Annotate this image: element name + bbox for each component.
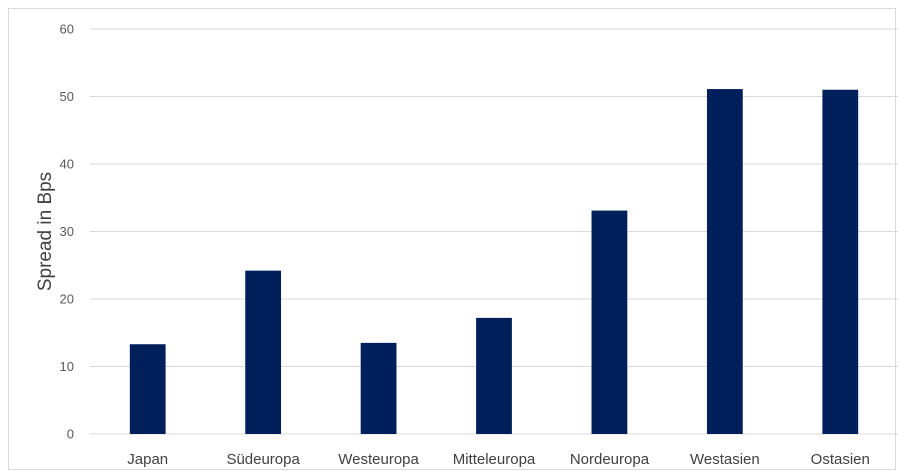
x-category-label: Westasien	[690, 451, 760, 468]
y-tick-label: 0	[67, 427, 74, 442]
bar-westeuropa	[360, 342, 397, 434]
bar-südeuropa	[245, 270, 282, 434]
bar-nordeuropa	[591, 210, 628, 434]
bars	[129, 89, 859, 434]
bar-mitteleuropa	[476, 317, 512, 434]
y-tick-label: 30	[60, 224, 74, 239]
y-tick-label: 60	[60, 22, 74, 37]
y-tick-label: 10	[60, 359, 74, 374]
x-category-label: Westeuropa	[338, 451, 419, 468]
x-axis-labels: Japan Südeuropa Westeuropa Mitteleuropa Nord…	[127, 451, 870, 468]
gridlines	[90, 28, 898, 435]
x-category-label: Ostasien	[811, 451, 870, 468]
bar-ostasien	[822, 89, 859, 434]
x-category-label: Japan	[127, 451, 168, 468]
x-category-label: Nordeuropa	[570, 451, 650, 468]
y-tick-label: 40	[60, 157, 74, 172]
bar-westasien	[706, 89, 743, 434]
y-tick-label: 20	[60, 292, 74, 307]
y-tick-label: 50	[60, 89, 74, 104]
x-category-label: Südeuropa	[226, 451, 300, 468]
y-axis-title: Spread in Bps	[35, 172, 56, 291]
x-category-label: Mitteleuropa	[453, 451, 536, 468]
bar-japan	[129, 344, 166, 434]
y-axis-ticks: 0 10 20 30 40 50 60	[60, 22, 74, 442]
